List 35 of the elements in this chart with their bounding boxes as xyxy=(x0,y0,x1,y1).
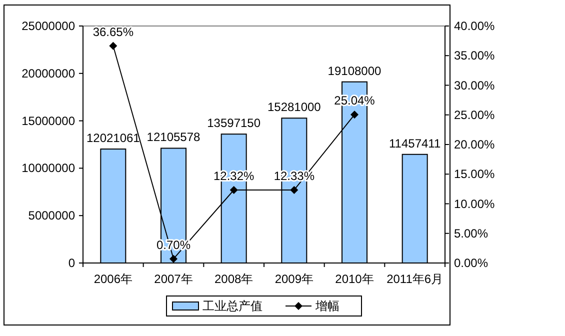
y-tick-label: 0 xyxy=(68,256,76,270)
y2-tick-label: 30.00% xyxy=(454,78,496,92)
legend-label: 增幅 xyxy=(314,299,340,313)
x-tick-label: 2010年 xyxy=(335,272,374,286)
y2-tick-label: 25.00% xyxy=(454,108,496,122)
y2-tick-label: 10.00% xyxy=(454,196,496,211)
y2-tick-label: 35.00% xyxy=(454,48,496,63)
data-label: 12021061 xyxy=(86,131,140,146)
y-tick-label: 10000000 xyxy=(22,161,76,176)
y-tick-label: 15000000 xyxy=(22,114,76,128)
x-tick-label: 2011年6月 xyxy=(386,272,444,286)
data-label: 15281000 xyxy=(267,100,322,114)
point xyxy=(109,42,118,50)
data-label: 12105578 xyxy=(146,130,201,144)
point xyxy=(350,110,358,119)
y2-tick-label: 20.00% xyxy=(454,138,496,152)
data-label: 36.65% xyxy=(92,24,134,39)
x-tick-label: 2008年 xyxy=(214,272,254,286)
data-label: 11457411 xyxy=(389,136,441,150)
y2-tick-label: 15.00% xyxy=(454,167,496,182)
y2-tick-label: 5.00% xyxy=(454,226,488,240)
point xyxy=(170,254,178,263)
y2-tick-label: 40.00% xyxy=(454,19,496,33)
y2-tick-label: 0.00% xyxy=(454,256,488,270)
data-label: 13597150 xyxy=(207,116,261,130)
legend-label: 工业总产值 xyxy=(202,299,262,313)
data-label: 19108000 xyxy=(328,64,382,78)
y-tick-label: 20000000 xyxy=(22,66,76,80)
x-tick-label: 2006年 xyxy=(94,272,133,286)
point xyxy=(230,186,238,194)
x-tick-label: 2009年 xyxy=(274,272,314,286)
point xyxy=(290,186,298,194)
y-tick-label: 25000000 xyxy=(22,19,76,33)
x-tick-label: 2007年 xyxy=(154,272,193,286)
y-tick-label: 5000000 xyxy=(28,208,76,223)
